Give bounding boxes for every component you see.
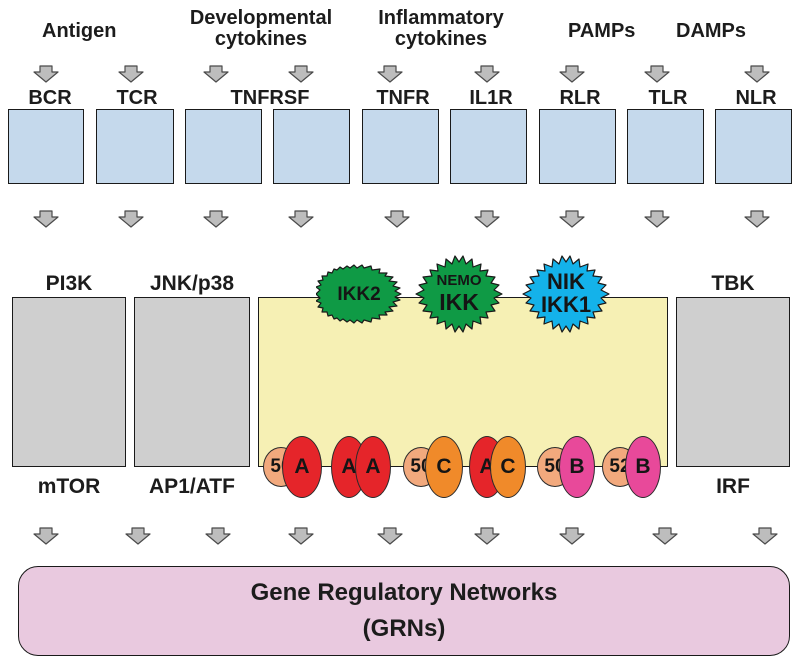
pathway-label-mtor: mTOR: [37, 475, 101, 498]
pathway-label-tbk: TBK: [711, 272, 755, 295]
stimulus-developmental-line2: cytokines: [214, 28, 308, 50]
stimulus-developmental-line1: Developmental: [189, 7, 333, 29]
receptor-box-il1r: [450, 109, 527, 184]
subunit-relb: B: [625, 436, 661, 498]
pathway-label-jnk-p38: JNK/p38: [149, 272, 235, 295]
receptor-box-bcr: [8, 109, 84, 184]
ikk-label: IKK: [439, 289, 479, 315]
arrow-down-icon: [474, 527, 500, 545]
arrow-down-icon: [125, 527, 151, 545]
receptor-box-tcr: [96, 109, 174, 184]
stimulus-inflammatory-line1: Inflammatory: [378, 7, 504, 29]
receptor-label-tcr: TCR: [116, 87, 158, 109]
arrow-down-icon: [559, 527, 585, 545]
arrow-down-icon: [644, 210, 670, 228]
subunit-rela: A: [282, 436, 322, 498]
nik-label: NIK: [547, 269, 585, 294]
spiky-starburst-icon: [415, 255, 503, 333]
arrow-down-icon: [652, 527, 678, 545]
receptor-box-nlr: [715, 109, 792, 184]
arrow-down-icon: [644, 65, 670, 83]
receptor-label-tlr: TLR: [648, 87, 688, 109]
stimulus-damps: DAMPs: [676, 20, 747, 42]
receptor-box-tnfr: [362, 109, 439, 184]
arrow-down-icon: [384, 210, 410, 228]
arrow-down-icon: [203, 65, 229, 83]
arrow-down-icon: [474, 65, 500, 83]
arrow-down-icon: [377, 527, 403, 545]
receptor-label-tnfr: TNFR: [376, 87, 430, 109]
arrow-down-icon: [474, 210, 500, 228]
receptor-label-tnfrsf: TNFRSF: [230, 87, 310, 109]
stimulus-inflammatory-cytokines: Inflammatory cytokines: [358, 8, 524, 50]
nik-ikk1-kinase: NIK IKK1: [522, 250, 610, 338]
arrow-down-icon: [377, 65, 403, 83]
subunit-crel: C: [490, 436, 526, 498]
receptor-box-tnfrsf-2: [273, 109, 350, 184]
jnk-ap1-box: [134, 297, 250, 467]
subunit-relb: B: [559, 436, 595, 498]
arrow-down-icon: [559, 210, 585, 228]
receptor-box-tnfrsf-1: [185, 109, 262, 184]
arrow-down-icon: [203, 210, 229, 228]
receptor-label-bcr: BCR: [28, 87, 72, 109]
nemo-label: NEMO: [436, 272, 482, 289]
ikk1-label: IKK1: [540, 292, 592, 317]
receptor-label-il1r: IL1R: [469, 87, 513, 109]
spiky-starburst-icon: [316, 264, 402, 324]
receptor-box-tlr: [627, 109, 704, 184]
arrow-down-icon: [33, 210, 59, 228]
pathway-label-irf: IRF: [716, 475, 750, 498]
receptor-label-rlr: RLR: [559, 87, 601, 109]
arrow-down-icon: [752, 527, 778, 545]
ikk2-kinase: IKK2: [316, 264, 402, 324]
tbk-irf-box: [676, 297, 790, 467]
arrow-down-icon: [288, 65, 314, 83]
subunit-crel: C: [425, 436, 463, 498]
gene-regulatory-networks-box: Gene Regulatory Networks (GRNs): [18, 566, 790, 656]
arrow-down-icon: [744, 210, 770, 228]
arrow-down-icon: [33, 527, 59, 545]
stimulus-developmental-cytokines: Developmental cytokines: [168, 8, 354, 50]
grn-abbreviation: (GRNs): [362, 615, 446, 642]
nemo-ikk-kinase: NEMO IKK: [415, 250, 503, 338]
stimulus-inflammatory-line2: cytokines: [394, 28, 488, 50]
pathway-label-pi3k: PI3K: [45, 272, 93, 295]
arrow-down-icon: [33, 65, 59, 83]
arrow-down-icon: [559, 65, 585, 83]
ikk2-label: IKK2: [337, 284, 381, 305]
arrow-down-icon: [288, 210, 314, 228]
receptor-box-rlr: [539, 109, 616, 184]
arrow-down-icon: [205, 527, 231, 545]
arrow-down-icon: [288, 527, 314, 545]
pi3k-mtor-box: [12, 297, 126, 467]
spiky-starburst-icon: [522, 255, 610, 333]
arrow-down-icon: [744, 65, 770, 83]
subunit-rela: A: [355, 436, 391, 498]
arrow-down-icon: [118, 210, 144, 228]
grn-title: Gene Regulatory Networks: [250, 579, 558, 606]
pathway-label-ap1-atf: AP1/ATF: [149, 475, 235, 498]
arrow-down-icon: [118, 65, 144, 83]
receptor-label-nlr: NLR: [735, 87, 777, 109]
stimulus-antigen: Antigen: [42, 20, 117, 42]
stimulus-pamps: PAMPs: [568, 20, 636, 42]
